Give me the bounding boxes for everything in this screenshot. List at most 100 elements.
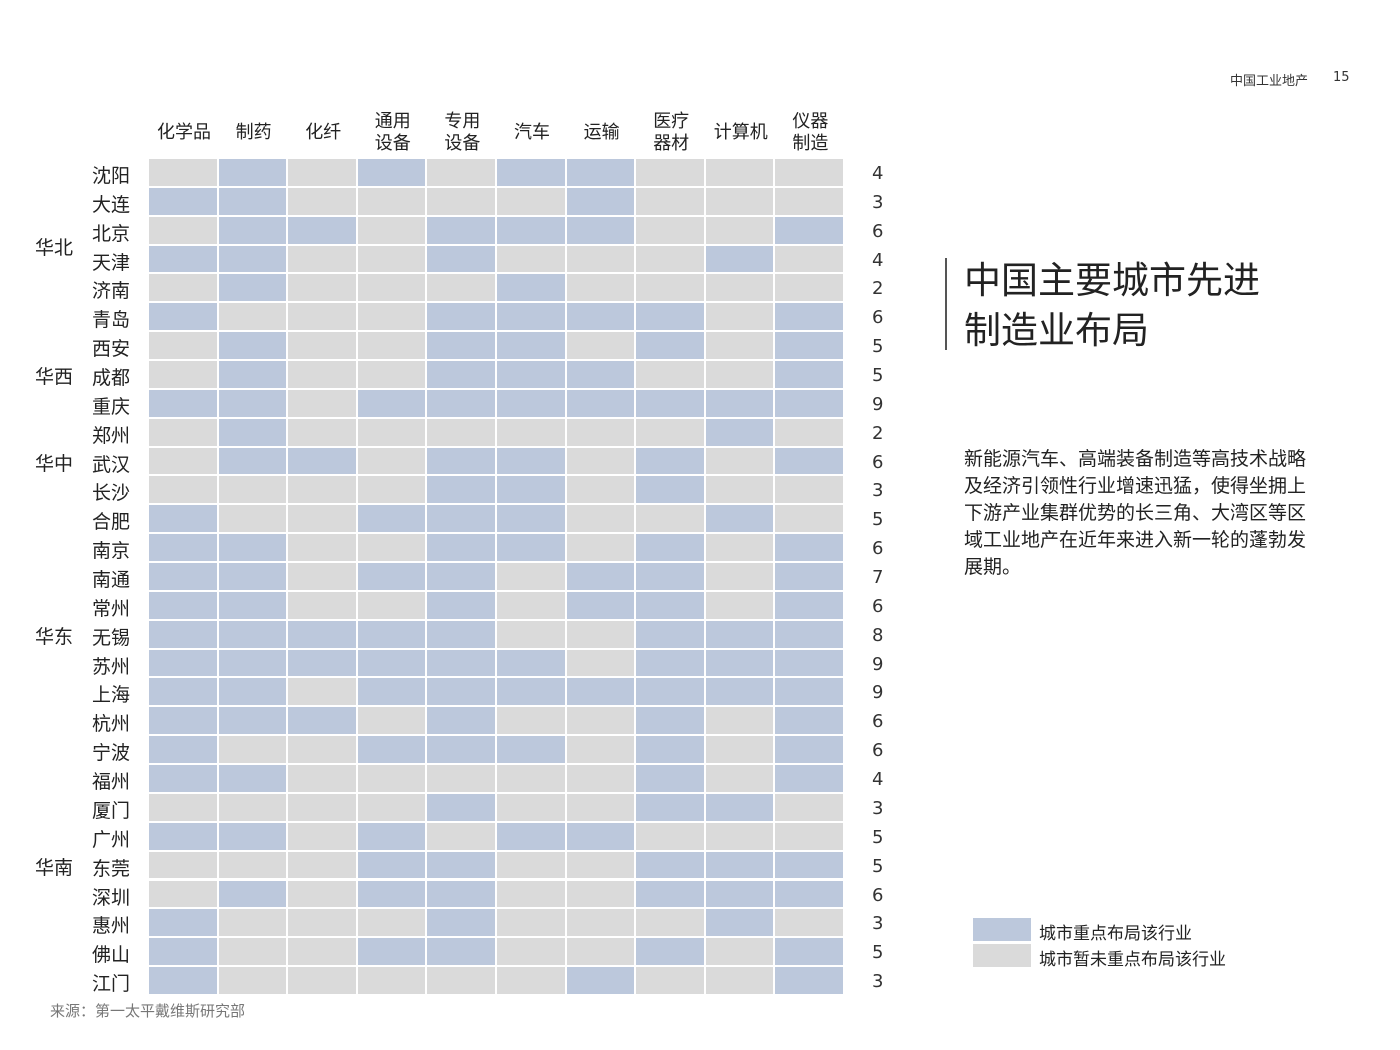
cell	[497, 159, 565, 186]
cell	[427, 793, 495, 821]
cell	[357, 851, 426, 879]
cell	[357, 476, 426, 504]
cell	[149, 880, 217, 908]
row-count: 9	[872, 393, 884, 415]
cell	[218, 534, 287, 562]
row-count: 3	[872, 971, 884, 993]
cell	[566, 534, 635, 562]
cell	[775, 216, 843, 244]
cell	[566, 967, 635, 994]
cell	[775, 303, 843, 331]
cell	[497, 620, 565, 648]
row-count: 6	[872, 451, 884, 473]
cell	[288, 938, 356, 966]
cell	[497, 332, 565, 360]
cell	[427, 851, 495, 879]
cell	[288, 967, 356, 994]
cell	[218, 822, 287, 850]
city-label: 合肥	[92, 511, 131, 534]
cell	[149, 793, 217, 821]
cell	[149, 418, 217, 446]
cell	[636, 793, 704, 821]
cell	[566, 447, 635, 475]
city-label: 上海	[92, 684, 131, 707]
cell	[427, 765, 495, 792]
cell	[497, 880, 565, 908]
city-label: 东莞	[92, 857, 131, 880]
legend-label: 城市重点布局该行业	[1039, 924, 1192, 944]
cell	[288, 880, 356, 908]
cell	[218, 851, 287, 879]
cell	[427, 361, 495, 388]
cell	[218, 620, 287, 648]
cell	[357, 534, 426, 562]
column-header: 医疗 器材	[653, 111, 690, 154]
cell	[357, 216, 426, 244]
cell	[497, 707, 565, 735]
cell	[775, 187, 843, 215]
city-label: 厦门	[92, 799, 131, 822]
cell	[705, 418, 774, 446]
cell	[357, 909, 426, 937]
cell	[636, 274, 704, 302]
column-header: 专用 设备	[444, 111, 481, 154]
cell	[566, 216, 635, 244]
cell	[427, 678, 495, 706]
cell	[705, 447, 774, 475]
cell	[288, 736, 356, 764]
cell	[497, 274, 565, 302]
row-count: 7	[872, 567, 884, 589]
cell	[357, 332, 426, 360]
cell	[357, 418, 426, 446]
cell	[149, 967, 217, 994]
cell	[427, 187, 495, 215]
cell	[775, 880, 843, 908]
cell	[149, 851, 217, 879]
cell	[705, 649, 774, 677]
cell	[705, 534, 774, 562]
cell	[705, 880, 774, 908]
cell	[218, 476, 287, 504]
cell	[149, 476, 217, 504]
row-count: 2	[872, 278, 884, 300]
row-count: 3	[872, 913, 884, 935]
row-count: 5	[872, 855, 884, 877]
cell	[775, 418, 843, 446]
row-count: 6	[872, 220, 884, 242]
cell	[775, 967, 843, 994]
cell	[705, 736, 774, 764]
row-count: 3	[872, 797, 884, 819]
column-header: 计算机	[713, 122, 768, 143]
cell	[149, 534, 217, 562]
city-label: 重庆	[92, 395, 131, 418]
cell	[218, 216, 287, 244]
city-label: 沈阳	[92, 165, 131, 187]
cell	[775, 361, 843, 388]
row-count: 3	[872, 191, 884, 213]
row-count: 4	[872, 163, 884, 184]
cell	[288, 216, 356, 244]
cell	[636, 765, 704, 792]
region-label: 华东	[35, 626, 74, 649]
cell	[288, 678, 356, 706]
cell	[218, 505, 287, 533]
cell	[357, 620, 426, 648]
cell	[357, 245, 426, 273]
cell	[497, 649, 565, 677]
cell	[357, 793, 426, 821]
column-header: 制药	[235, 122, 272, 143]
cell	[427, 591, 495, 619]
publication: 中国工业地产	[1230, 74, 1309, 89]
city-label: 惠州	[92, 915, 131, 938]
cell	[357, 822, 426, 850]
cell	[497, 938, 565, 966]
cell	[636, 967, 704, 994]
cell	[497, 736, 565, 764]
cell	[288, 389, 356, 417]
cell	[427, 216, 495, 244]
side-body: 新能源汽车、高端装备制造等高技术战略及经济引领性行业增速迅猛，使得坐拥上下游产业…	[964, 448, 1307, 578]
cell	[149, 909, 217, 937]
cell	[288, 476, 356, 504]
column-header: 运输	[583, 122, 620, 143]
cell	[705, 851, 774, 879]
